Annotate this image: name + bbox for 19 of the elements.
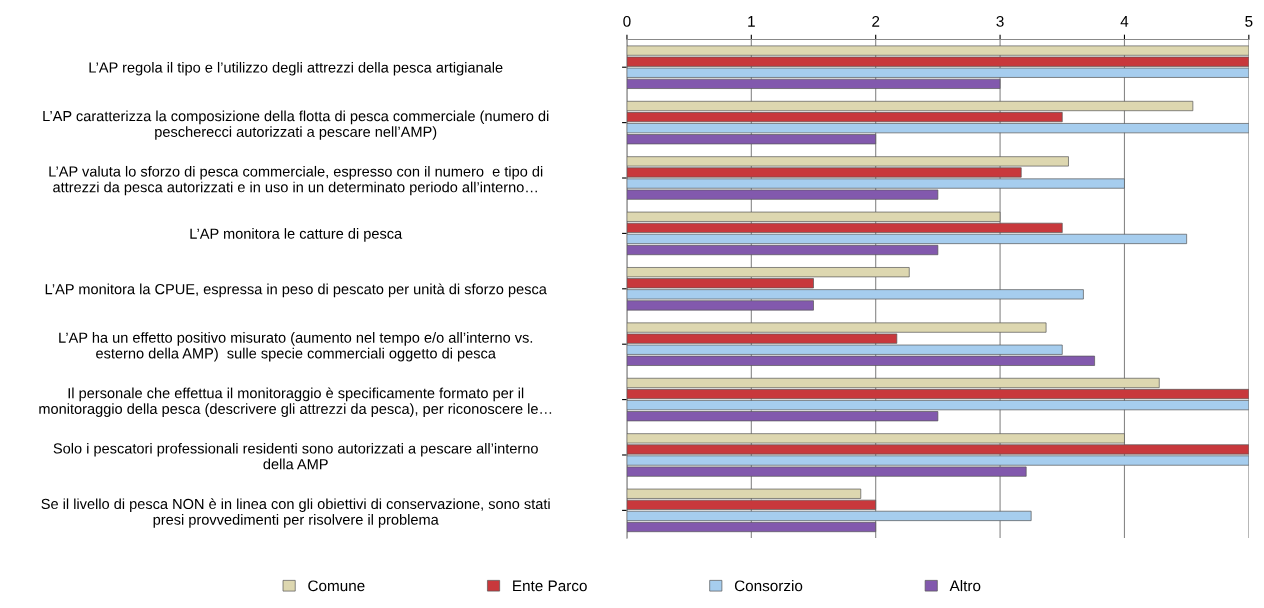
y-tick-label: L’AP caratterizza la composizione della flotta di pesca commerciale (numero di pescherecci autorizzati a pescare nell’AMP) (43, 110, 549, 140)
y-tick-label: L’AP monitora le catture di pesca (190, 228, 403, 242)
y-tick-label: L’AP regola il tipo e l’utilizzo degli attrezzi della pesca artigianale (89, 61, 503, 76)
x-tick-label: 4 (1120, 16, 1129, 27)
legend-label: Ente Parco (513, 580, 587, 592)
x-tick-label: 2 (872, 15, 880, 27)
legend-label: Comune (308, 580, 365, 592)
y-tick-label: L’AP ha un effetto positivo misurato (aumento nel tempo e/o all’interno vs. esterno della AMP) sulle specie commerciali oggetto di pesca (59, 332, 533, 362)
y-tick-label: L’AP valuta lo sforzo di pesca commerciale, espresso con il numero e tipo di attrezzi da pesca autorizzati e in uso in un determinato periodo all’interno… (49, 165, 543, 196)
y-tick-label: Se il livello di pesca NON è in linea con gli obiettivi di conservazione, sono stati presi provvedimenti per risolvere il problema (41, 498, 550, 528)
legend-label: Altro (949, 580, 981, 592)
x-tick-label: 5 (1245, 16, 1253, 27)
x-tick-label: 1 (748, 16, 755, 27)
x-tick-label: 0 (623, 15, 631, 27)
x-tick-label: 3 (996, 15, 1004, 27)
y-tick-label: L’AP monitora la CPUE, espressa in peso di pescato per unità di sforzo pesca (45, 283, 547, 298)
y-tick-label: Solo i pescatori professionali residenti sono autorizzati a pescare all’interno della AMP (53, 442, 538, 470)
y-tick-label: Il personale che effettua il monitoraggio è specificamente formato per il monitoraggio della pesca (descrivere gli attrezzi da pesca), per riconoscere le… (39, 387, 552, 417)
legend-label: Consorzio (734, 580, 803, 592)
